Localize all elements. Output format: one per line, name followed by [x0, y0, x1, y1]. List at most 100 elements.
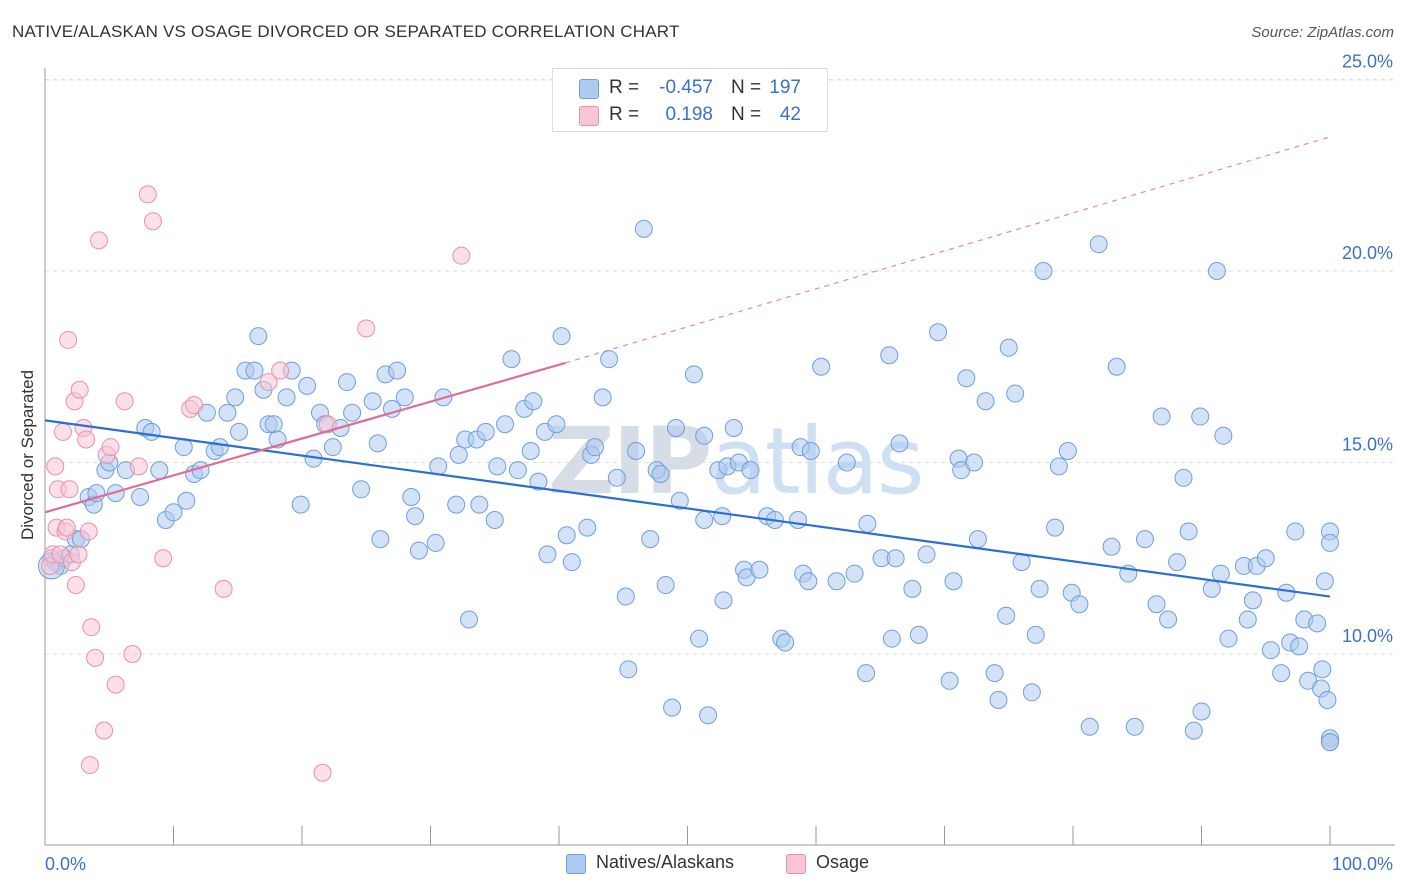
- natives-point: [989, 690, 1008, 709]
- natives-point: [1261, 641, 1280, 660]
- osage-point: [138, 185, 157, 204]
- natives-point: [1030, 579, 1049, 598]
- natives-point: [1184, 721, 1203, 740]
- natives-trend-line: [44, 419, 1331, 598]
- bottom-legend-label-natives: Natives/Alaskans: [596, 852, 735, 872]
- bottom-legend-swatch-natives: [566, 854, 586, 874]
- osage-point: [70, 380, 89, 399]
- natives-point: [724, 419, 743, 438]
- x-tick-label: 0.0%: [45, 854, 86, 874]
- natives-point: [656, 576, 675, 595]
- natives-point: [371, 530, 390, 549]
- legend-swatch-natives: [579, 79, 599, 99]
- natives-point: [177, 491, 196, 510]
- natives-point: [402, 487, 421, 506]
- legend-swatch-osage: [579, 106, 599, 126]
- natives-point: [1089, 235, 1108, 254]
- y-tick-label: 10.0%: [1342, 626, 1393, 646]
- natives-point: [1277, 583, 1296, 602]
- natives-point: [502, 350, 521, 369]
- y-tick-label: 15.0%: [1342, 435, 1393, 455]
- osage-point: [60, 480, 79, 499]
- natives-point: [776, 633, 795, 652]
- source-prefix: Source:: [1251, 24, 1308, 41]
- natives-point: [1286, 522, 1305, 541]
- natives-point: [1318, 690, 1337, 709]
- natives-point: [616, 587, 635, 606]
- natives-point: [1290, 637, 1309, 656]
- natives-point: [388, 361, 407, 380]
- natives-point: [1211, 564, 1230, 583]
- natives-point: [909, 625, 928, 644]
- natives-point: [845, 564, 864, 583]
- osage-point: [129, 457, 148, 476]
- osage-point: [214, 579, 233, 598]
- natives-point: [230, 422, 249, 441]
- natives-point: [1168, 553, 1187, 572]
- legend-r-label: R =: [609, 104, 640, 125]
- natives-point: [538, 545, 557, 564]
- osage-point: [271, 361, 290, 380]
- natives-point: [690, 629, 709, 648]
- osage-point: [259, 373, 278, 392]
- natives-point: [1006, 384, 1025, 403]
- natives-point: [1219, 629, 1238, 648]
- natives-point: [857, 664, 876, 683]
- natives-point: [789, 510, 808, 529]
- natives-point: [1135, 530, 1154, 549]
- natives-point: [957, 369, 976, 388]
- osage-point: [318, 415, 337, 434]
- source-name: ZipAtlas.com: [1307, 24, 1394, 41]
- osage-point: [89, 231, 108, 250]
- natives-point: [858, 514, 877, 533]
- natives-point: [245, 361, 264, 380]
- natives-point: [337, 373, 356, 392]
- natives-point: [1049, 457, 1068, 476]
- natives-point: [997, 606, 1016, 625]
- natives-point: [1046, 518, 1065, 537]
- natives-point: [1107, 357, 1126, 376]
- natives-point: [1191, 407, 1210, 426]
- natives-point: [600, 350, 619, 369]
- legend-n-value: 42: [779, 104, 801, 125]
- natives-point: [557, 526, 576, 545]
- natives-point: [368, 434, 387, 453]
- natives-point: [607, 468, 626, 487]
- natives-point: [1315, 572, 1334, 591]
- natives-point: [1147, 595, 1166, 614]
- natives-point: [1214, 426, 1233, 445]
- natives-point: [547, 415, 566, 434]
- osage-point: [86, 648, 105, 667]
- natives-point: [409, 541, 428, 560]
- natives-point: [150, 461, 169, 480]
- natives-point: [210, 438, 229, 457]
- natives-point: [944, 572, 963, 591]
- natives-point: [429, 457, 448, 476]
- natives-point: [447, 495, 466, 514]
- natives-point: [812, 357, 831, 376]
- natives-point: [890, 434, 909, 453]
- natives-point: [1125, 717, 1144, 736]
- natives-point: [323, 438, 342, 457]
- natives-point: [529, 472, 548, 491]
- natives-point: [619, 660, 638, 679]
- legend-n-label: N =: [731, 104, 762, 125]
- natives-point: [226, 388, 245, 407]
- natives-point: [999, 338, 1018, 357]
- natives-point: [298, 376, 317, 395]
- natives-point: [714, 591, 733, 610]
- natives-point: [562, 553, 581, 572]
- natives-point: [1202, 579, 1221, 598]
- natives-point: [741, 461, 760, 480]
- natives-point: [1102, 537, 1121, 556]
- natives-point: [476, 422, 495, 441]
- natives-point: [976, 392, 995, 411]
- natives-point: [799, 572, 818, 591]
- osage-point: [143, 212, 162, 231]
- natives-point: [277, 388, 296, 407]
- natives-point: [641, 530, 660, 549]
- natives-point: [1174, 468, 1193, 487]
- natives-point: [1159, 610, 1178, 629]
- osage-point: [77, 430, 96, 449]
